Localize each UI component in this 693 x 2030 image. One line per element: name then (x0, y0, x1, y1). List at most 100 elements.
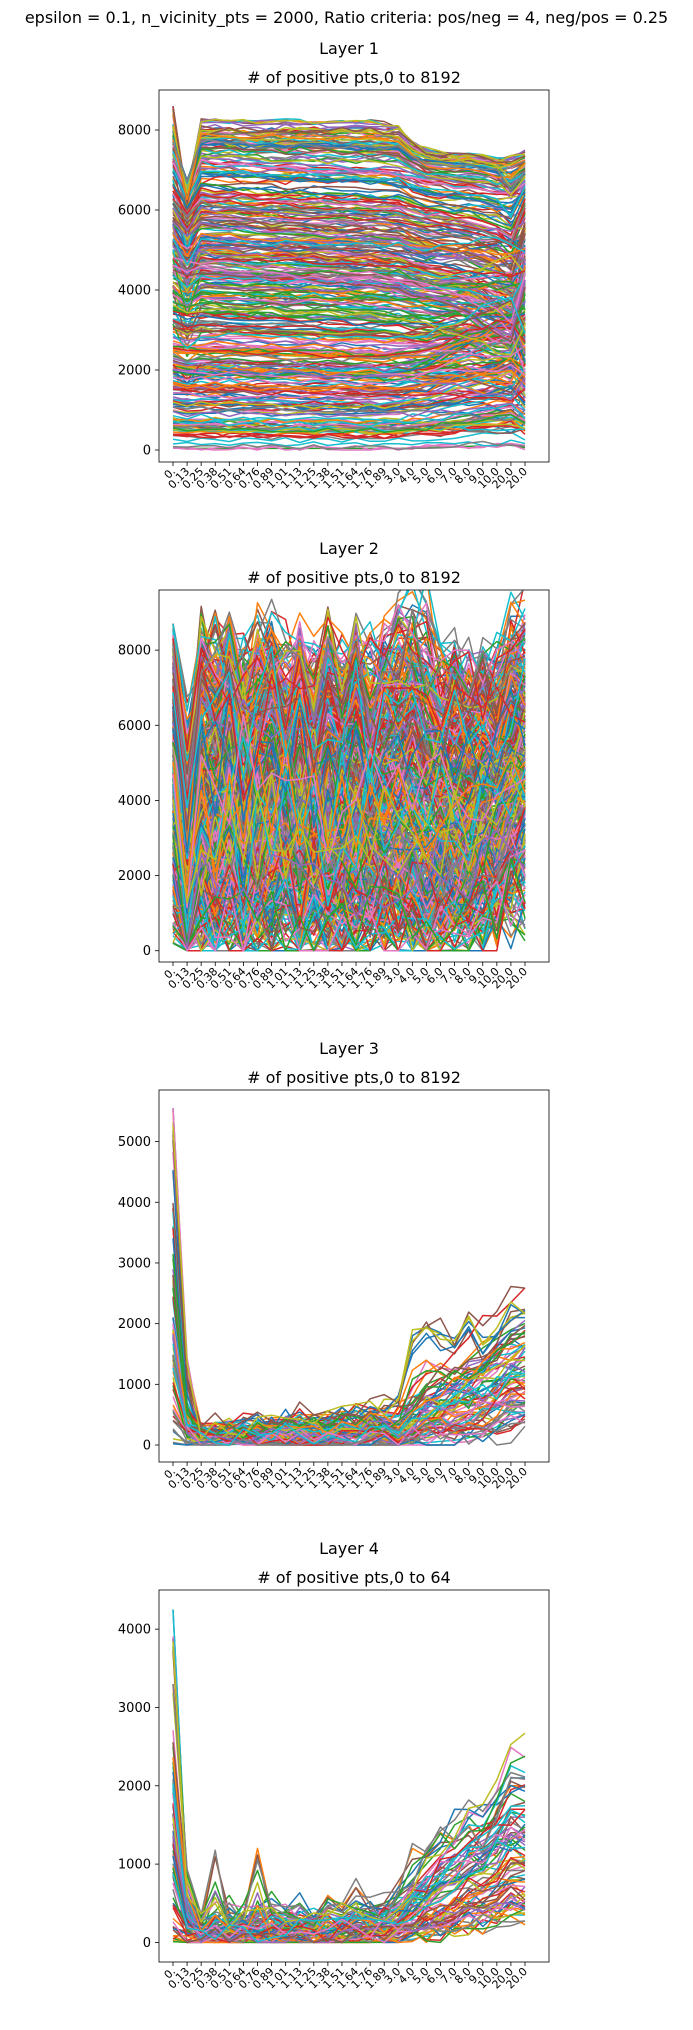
series-line (172, 372, 526, 400)
series-lines (172, 1108, 526, 1446)
series-line (172, 319, 526, 359)
y-tick-label: 2000 (118, 364, 151, 379)
layer-title: Layer 1 (319, 39, 379, 58)
series-line (172, 849, 526, 952)
series-line (172, 277, 526, 314)
series-line (172, 616, 526, 752)
y-tick-label: 8000 (118, 644, 151, 659)
series-line (172, 175, 526, 220)
series-line (172, 236, 526, 266)
series-line (172, 368, 526, 401)
y-tick-label: 0 (143, 1936, 151, 1951)
series-line (172, 609, 526, 754)
series-line (172, 216, 526, 281)
series-line (172, 339, 526, 388)
series-line (172, 190, 526, 236)
series-line (172, 193, 526, 239)
chart-title: # of positive pts,0 to 8192 (247, 1068, 461, 1087)
series-line (172, 805, 526, 936)
series-line (172, 608, 526, 791)
y-tick-label: 6000 (118, 719, 151, 734)
axes-frame (158, 89, 550, 463)
series-line (172, 340, 526, 384)
series-line (172, 1209, 526, 1442)
series-line (172, 283, 526, 312)
chart-panel-layer-1: Layer 1 # of positive pts,0 to 8192 0 2000 4… (118, 39, 550, 491)
series-line (172, 394, 526, 422)
series-line (172, 615, 526, 749)
axes-frame (158, 1589, 550, 1963)
y-tick-label: 2000 (118, 1317, 151, 1332)
series-line (172, 313, 526, 358)
series-line (172, 656, 526, 838)
series-line (172, 275, 526, 303)
series-line (172, 1130, 526, 1430)
y-tick-label: 4000 (118, 1196, 151, 1211)
series-line (172, 250, 526, 316)
series-line (172, 357, 526, 390)
series-line (172, 666, 526, 831)
y-tick-label: 6000 (118, 204, 151, 219)
series-line (172, 784, 526, 946)
series-lines (172, 105, 526, 451)
series-line (172, 440, 526, 451)
chart-panel-layer-4: Layer 4 # of positive pts,0 to 64 0 1000 200… (118, 1539, 550, 1991)
series-line (172, 265, 526, 336)
series-line (172, 423, 526, 435)
series-line (172, 254, 526, 293)
series-line (172, 211, 526, 246)
series-line (172, 870, 526, 952)
series-line (172, 689, 526, 815)
layer-title: Layer 3 (319, 1039, 379, 1058)
series-line (172, 301, 526, 320)
y-tick-label: 1000 (118, 1378, 151, 1393)
series-line (172, 154, 526, 196)
series-line (172, 313, 526, 332)
series-line (172, 299, 526, 337)
series-line (172, 1835, 526, 1944)
chart-title: # of positive pts,0 to 64 (257, 1568, 450, 1587)
series-line (172, 293, 526, 344)
series-line (172, 739, 526, 889)
series-line (172, 1108, 525, 1434)
series-line (172, 897, 526, 952)
series-line (172, 710, 526, 920)
series-line (172, 363, 526, 379)
series-line (172, 159, 526, 194)
series-line (172, 444, 526, 450)
series-line (172, 413, 526, 434)
series-line (172, 138, 526, 190)
series-line (172, 135, 526, 198)
series-line (172, 1636, 526, 1926)
series-line (172, 858, 526, 952)
figure-suptitle: epsilon = 0.1, n_vicinity_pts = 2000, Ra… (24, 8, 669, 27)
series-line (172, 1343, 526, 1442)
series-line (172, 772, 526, 904)
series-line (172, 818, 526, 930)
series-line (172, 1839, 526, 1943)
y-tick-label: 0 (143, 1439, 151, 1454)
series-line (172, 361, 526, 389)
series-line (172, 219, 526, 281)
series-line (172, 1126, 526, 1440)
series-line (172, 108, 526, 205)
series-line (172, 183, 526, 227)
series-line (172, 649, 526, 840)
series-line (172, 387, 526, 412)
series-line (172, 256, 526, 334)
series-line (172, 645, 526, 809)
series-line (172, 183, 526, 223)
series-line (172, 147, 526, 192)
series-line (172, 256, 526, 279)
y-tick-label: 2000 (118, 869, 151, 884)
series-line (172, 172, 526, 209)
series-line (172, 342, 526, 358)
series-line (172, 264, 526, 324)
series-line (172, 1683, 526, 1930)
series-line (172, 1771, 526, 1923)
chart-panel-layer-3: Layer 3 # of positive pts,0 to 8192 0 1000 2… (118, 1039, 550, 1491)
series-line (172, 402, 526, 428)
series-line (172, 138, 526, 192)
series-line (172, 296, 526, 349)
series-line (172, 1757, 526, 1944)
